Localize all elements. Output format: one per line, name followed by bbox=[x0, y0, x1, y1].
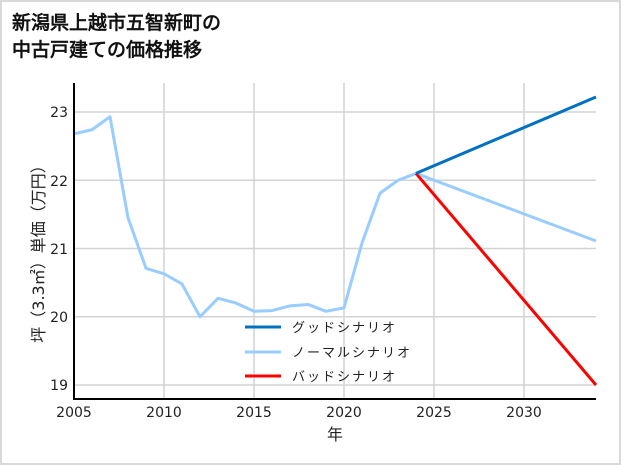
legend-label-normal: ノーマルシナリオ bbox=[292, 346, 412, 361]
legend-item-normal: ノーマルシナリオ bbox=[245, 346, 412, 361]
y-tick-label: 23 bbox=[50, 105, 68, 121]
y-tick-label: 22 bbox=[50, 174, 68, 190]
chart-title-line1: 新潟県上越市五智新町の bbox=[12, 12, 222, 34]
x-tick-label: 2010 bbox=[146, 405, 182, 421]
x-axis-label: 年 bbox=[327, 425, 343, 444]
x-tick-label: 2005 bbox=[56, 405, 92, 421]
axes bbox=[73, 83, 596, 400]
y-axis-label: 坪（3.3㎡）単価（万円） bbox=[29, 157, 48, 342]
x-tick-label: 2015 bbox=[236, 405, 272, 421]
chart-title-line2: 中古戸建ての価格推移 bbox=[12, 39, 203, 61]
y-tick-label: 21 bbox=[50, 242, 68, 258]
bad-scenario-line bbox=[414, 172, 598, 386]
y-tick-label: 19 bbox=[50, 378, 68, 394]
y-tick-label: 20 bbox=[50, 310, 68, 326]
normal-scenario-line bbox=[415, 172, 597, 243]
data-lines bbox=[73, 95, 598, 386]
good-scenario-line bbox=[415, 95, 597, 175]
y-tick-labels: 23 22 21 20 19 bbox=[50, 105, 68, 394]
legend-item-bad: バッドシナリオ bbox=[245, 370, 397, 385]
chart-title: 新潟県上越市五智新町の 中古戸建ての価格推移 bbox=[12, 10, 221, 64]
x-tick-label: 2025 bbox=[416, 405, 452, 421]
historical-line bbox=[73, 115, 417, 319]
x-tick-label: 2030 bbox=[506, 405, 542, 421]
legend: グッドシナリオ ノーマルシナリオ バッドシナリオ bbox=[245, 321, 412, 385]
gridlines bbox=[73, 83, 596, 399]
x-tick-label: 2020 bbox=[326, 405, 362, 421]
x-tick-labels: 2005 2010 2015 2020 2025 2030 bbox=[56, 405, 542, 421]
legend-label-bad: バッドシナリオ bbox=[292, 370, 397, 385]
legend-item-good: グッドシナリオ bbox=[245, 321, 397, 336]
legend-label-good: グッドシナリオ bbox=[292, 321, 397, 336]
